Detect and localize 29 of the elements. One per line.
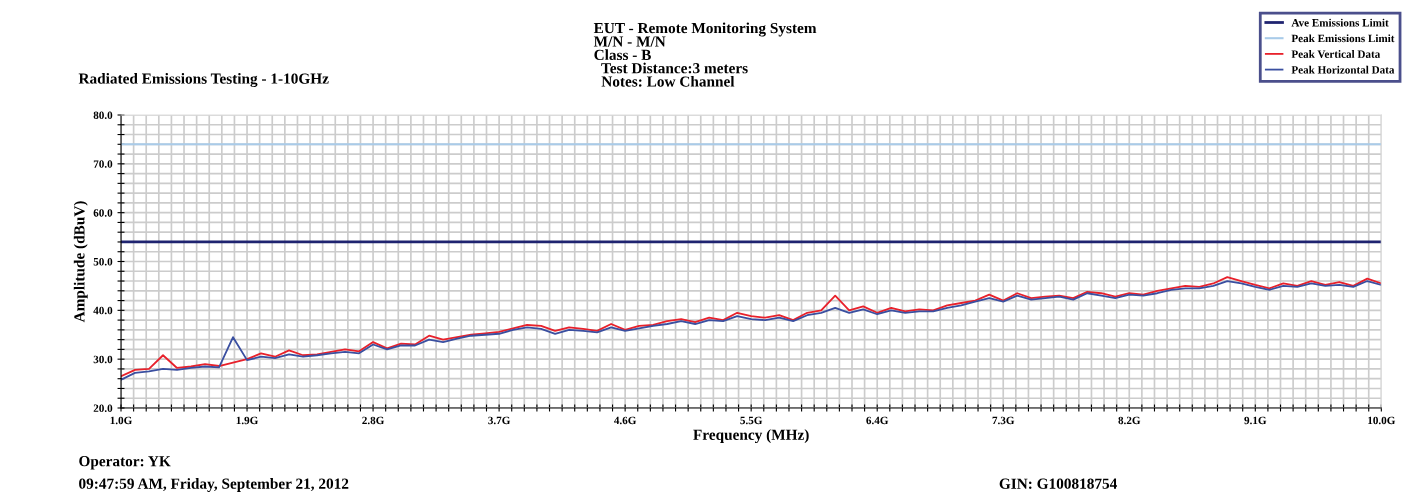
- x-axis-title: Frequency (MHz): [693, 429, 809, 444]
- x-tick-label: 8.2G: [1118, 416, 1141, 425]
- text: Operator: YK: [79, 456, 171, 470]
- text: GIN: G100818754: [999, 478, 1118, 489]
- x-tick-label: 3.7G: [488, 416, 511, 425]
- x-tick-label: 10.0G: [1368, 416, 1396, 425]
- x-tick-label: 5.5G: [740, 416, 763, 425]
- legend-label: Peak Emissions Limit: [1291, 34, 1395, 43]
- chart-subtitle: EUT - Remote Monitoring System M/N - M/N Class - B Test Distance:3 meters Notes: Low Channel: [593, 22, 817, 87]
- legend-label: Peak Vertical Data: [1291, 50, 1381, 58]
- y-tick-label: 20.0: [93, 404, 113, 413]
- y-tick-label: 40.0: [93, 306, 113, 315]
- x-tick-label: 9.1G: [1244, 416, 1267, 425]
- text: 09:47:59 AM, Friday, September 21, 2012: [79, 478, 349, 492]
- y-tick-label: 50.0: [93, 257, 113, 266]
- y-axis-title: Amplitude (dBuV): [73, 201, 88, 323]
- legend-label: Ave Emissions Limit: [1291, 18, 1389, 27]
- legend-label: Peak Horizontal Data: [1291, 65, 1395, 74]
- y-tick-label: 60.0: [93, 209, 113, 217]
- x-tick-label: 7.3G: [992, 416, 1015, 425]
- y-tick-label: 70.0: [93, 160, 113, 168]
- chart-title: Radiated Emissions Testing - 1-10GHz: [78, 73, 329, 87]
- y-tick-label: 80.0: [93, 111, 113, 120]
- x-tick-label: 4.6G: [614, 416, 637, 425]
- x-tick-label: 6.4G: [866, 416, 889, 425]
- y-tick-label: 30.0: [93, 355, 113, 364]
- x-tick-label: 1.0G: [110, 416, 132, 425]
- x-tick-label: 1.9G: [236, 416, 258, 425]
- x-tick-label: 2.8G: [362, 416, 385, 425]
